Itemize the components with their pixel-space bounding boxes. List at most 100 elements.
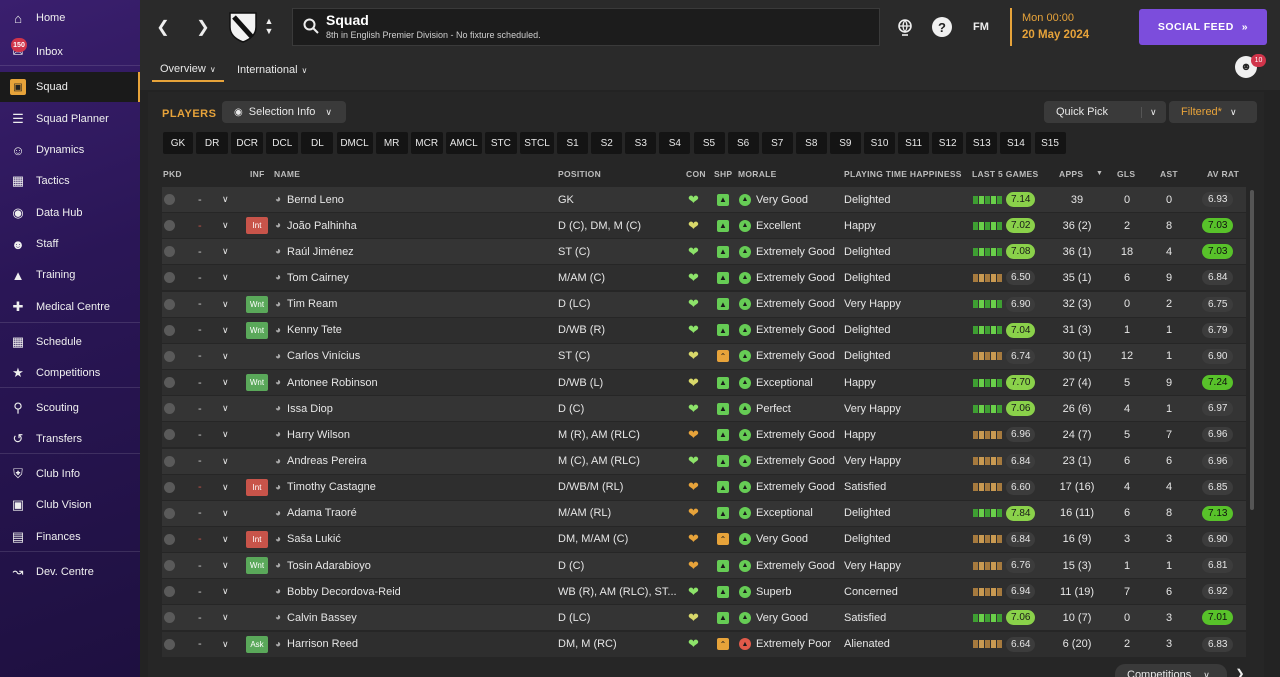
- position-filter-s8[interactable]: S8: [795, 132, 827, 154]
- sidebar-item-competitions[interactable]: ★ Competitions: [0, 358, 140, 388]
- sidebar-item-transfers[interactable]: ↺ Transfers: [0, 424, 140, 454]
- col-morale[interactable]: MORALE: [738, 169, 777, 179]
- table-row[interactable]: - ∨ Int ◕ Saša Lukić DM, M/AM (C) ❤ ⌃ ▲ Very Good…: [162, 526, 1246, 552]
- pick-toggle[interactable]: [164, 553, 175, 578]
- position-filter-s11[interactable]: S11: [898, 132, 930, 154]
- position-filter-stc[interactable]: STC: [484, 132, 517, 154]
- col-playing-time-happiness[interactable]: PLAYING TIME HAPPINESS: [844, 169, 962, 179]
- club-badge-icon[interactable]: [226, 10, 260, 44]
- table-row[interactable]: - ∨ ◕ Harry Wilson M (R), AM (RLC) ❤ ▲ ▲ Extreme…: [162, 422, 1246, 448]
- table-row[interactable]: - ∨ Wnt ◕ Kenny Tete D/WB (R) ❤ ▲ ▲ Extremely Goo…: [162, 317, 1246, 343]
- sidebar-item-scouting[interactable]: ⚲ Scouting: [0, 393, 140, 423]
- col-last-5-games[interactable]: LAST 5 GAMES: [972, 169, 1039, 179]
- tab-overview[interactable]: Overview ∨: [152, 58, 224, 82]
- selection-dropdown[interactable]: ∨: [222, 246, 229, 257]
- table-row[interactable]: - ∨ Ask ◕ Harrison Reed DM, M (RC) ❤ ⌃ ▲ Extremel…: [162, 631, 1246, 657]
- position-filter-s7[interactable]: S7: [761, 132, 793, 154]
- sidebar-item-club-info[interactable]: ⛨ Club Info: [0, 459, 140, 489]
- player-name[interactable]: ◕ Calvin Bassey: [275, 611, 357, 624]
- position-filter-dr[interactable]: DR: [196, 132, 229, 154]
- sidebar-item-squad[interactable]: ▣ Squad: [0, 72, 140, 102]
- table-row[interactable]: - ∨ ◕ Bobby Decordova-Reid WB (R), AM (RLC),…: [162, 579, 1246, 605]
- sidebar-item-dev-centre[interactable]: ↝ Dev. Centre: [0, 557, 140, 587]
- selection-dropdown[interactable]: ∨: [222, 272, 229, 283]
- position-filter-dmcl[interactable]: DMCL: [336, 132, 373, 154]
- position-filter-s2[interactable]: S2: [591, 132, 623, 154]
- col-condition[interactable]: CON: [686, 169, 706, 179]
- tab-international[interactable]: International ∨: [229, 58, 315, 82]
- position-filter-s15[interactable]: S15: [1034, 132, 1066, 154]
- sidebar-item-squad-planner[interactable]: ☰ Squad Planner: [0, 104, 140, 134]
- table-row[interactable]: - ∨ Wnt ◕ Antonee Robinson D/WB (L) ❤ ▲ ▲ Excepti…: [162, 370, 1246, 396]
- position-filter-dcr[interactable]: DCR: [231, 132, 264, 154]
- sidebar-item-finances[interactable]: ▤ Finances: [0, 522, 140, 552]
- social-feed-button[interactable]: SOCIAL FEED »: [1139, 9, 1267, 45]
- position-filter-gk[interactable]: GK: [163, 132, 193, 154]
- player-name[interactable]: ◕ Saša Lukić: [275, 533, 341, 546]
- position-filter-s10[interactable]: S10: [864, 132, 895, 154]
- pick-toggle[interactable]: [164, 605, 175, 630]
- pick-toggle[interactable]: [164, 318, 175, 343]
- sidebar-item-dynamics[interactable]: ☺ Dynamics: [0, 135, 140, 165]
- pick-toggle[interactable]: [164, 187, 175, 212]
- filter-button[interactable]: Filtered* ∨: [1169, 101, 1257, 123]
- pick-toggle[interactable]: [164, 344, 175, 369]
- table-row[interactable]: - ∨ ◕ Tom Cairney M/AM (C) ❤ ▲ ▲ Extremely Good D…: [162, 265, 1246, 291]
- next-page-icon[interactable]: ❯: [1235, 667, 1245, 677]
- selection-dropdown[interactable]: ∨: [222, 194, 229, 204]
- game-date[interactable]: Mon 00:00 20 May 2024: [1010, 8, 1128, 46]
- player-name[interactable]: ◕ João Palhinha: [275, 219, 357, 232]
- col-name[interactable]: NAME: [274, 169, 301, 179]
- quick-pick-button[interactable]: Quick Pick ∨: [1044, 101, 1166, 123]
- selection-dropdown[interactable]: ∨: [222, 533, 229, 544]
- position-filter-s12[interactable]: S12: [932, 132, 964, 154]
- position-filter-s6[interactable]: S6: [727, 132, 759, 154]
- sidebar-item-medical-centre[interactable]: ✚ Medical Centre: [0, 292, 140, 322]
- sidebar-item-staff[interactable]: ☻ Staff: [0, 229, 140, 259]
- pick-toggle[interactable]: [164, 449, 175, 474]
- pick-toggle[interactable]: [164, 632, 175, 657]
- player-name[interactable]: ◕ Adama Traoré: [275, 507, 357, 520]
- player-name[interactable]: ◕ Carlos Vinícius: [275, 350, 361, 363]
- position-filter-amcl[interactable]: AMCL: [445, 132, 482, 154]
- position-filter-s13[interactable]: S13: [966, 132, 998, 154]
- player-name[interactable]: ◕ Andreas Pereira: [275, 455, 367, 467]
- table-row[interactable]: - ∨ Int ◕ João Palhinha D (C), DM, M (C) ❤ ▲ ▲ Ex…: [162, 213, 1246, 239]
- player-name[interactable]: ◕ Tom Cairney: [275, 271, 349, 284]
- pick-toggle[interactable]: [164, 370, 175, 395]
- search-box[interactable]: [292, 8, 880, 46]
- position-filter-s3[interactable]: S3: [625, 132, 657, 154]
- selection-dropdown[interactable]: ∨: [222, 298, 229, 309]
- table-row[interactable]: - ∨ ◕ Raúl Jiménez ST (C) ❤ ▲ ▲ Extremely Good De…: [162, 239, 1246, 265]
- pick-toggle[interactable]: [164, 579, 175, 604]
- player-name[interactable]: ◕ Bobby Decordova-Reid: [275, 585, 401, 598]
- position-filter-s9[interactable]: S9: [829, 132, 861, 154]
- selection-dropdown[interactable]: ∨: [222, 429, 229, 440]
- table-row[interactable]: - ∨ ◕ Bernd Leno GK ❤ ▲ ▲ Very Good Delighted 7.14…: [162, 187, 1246, 212]
- pick-toggle[interactable]: [164, 213, 175, 238]
- position-filter-mcr[interactable]: MCR: [410, 132, 443, 154]
- col-sharpness[interactable]: SHP: [714, 169, 733, 179]
- pick-toggle[interactable]: [164, 527, 175, 552]
- pick-toggle[interactable]: [164, 422, 175, 447]
- player-name[interactable]: ◕ Harry Wilson: [275, 428, 350, 441]
- sidebar-item-tactics[interactable]: ▦ Tactics: [0, 166, 140, 196]
- table-row[interactable]: - ∨ ◕ Calvin Bassey D (LC) ❤ ▲ ▲ Very Good Satisf…: [162, 605, 1246, 631]
- selection-dropdown[interactable]: ∨: [222, 612, 229, 623]
- sidebar-item-inbox[interactable]: ✉150 Inbox: [0, 37, 140, 67]
- col-inf[interactable]: INF: [250, 169, 265, 179]
- col-avg-rating[interactable]: AV RAT: [1207, 169, 1240, 179]
- table-row[interactable]: - ∨ ◕ Issa Diop D (C) ❤ ▲ ▲ Perfect Very Happy 7.0…: [162, 396, 1246, 422]
- position-filter-stcl[interactable]: STCL: [520, 132, 554, 154]
- selection-dropdown[interactable]: ∨: [222, 377, 229, 388]
- selection-dropdown[interactable]: ∨: [222, 586, 229, 597]
- selection-dropdown[interactable]: ∨: [222, 455, 229, 466]
- player-name[interactable]: ◕ Bernd Leno: [275, 193, 344, 206]
- position-filter-s4[interactable]: S4: [659, 132, 691, 154]
- col-position[interactable]: POSITION: [558, 169, 602, 179]
- back-button[interactable]: ❮: [156, 19, 170, 36]
- pick-toggle[interactable]: [164, 396, 175, 421]
- col-goals[interactable]: GLS: [1117, 169, 1136, 179]
- globe-icon[interactable]: [894, 16, 916, 38]
- position-filter-dcl[interactable]: DCL: [266, 132, 299, 154]
